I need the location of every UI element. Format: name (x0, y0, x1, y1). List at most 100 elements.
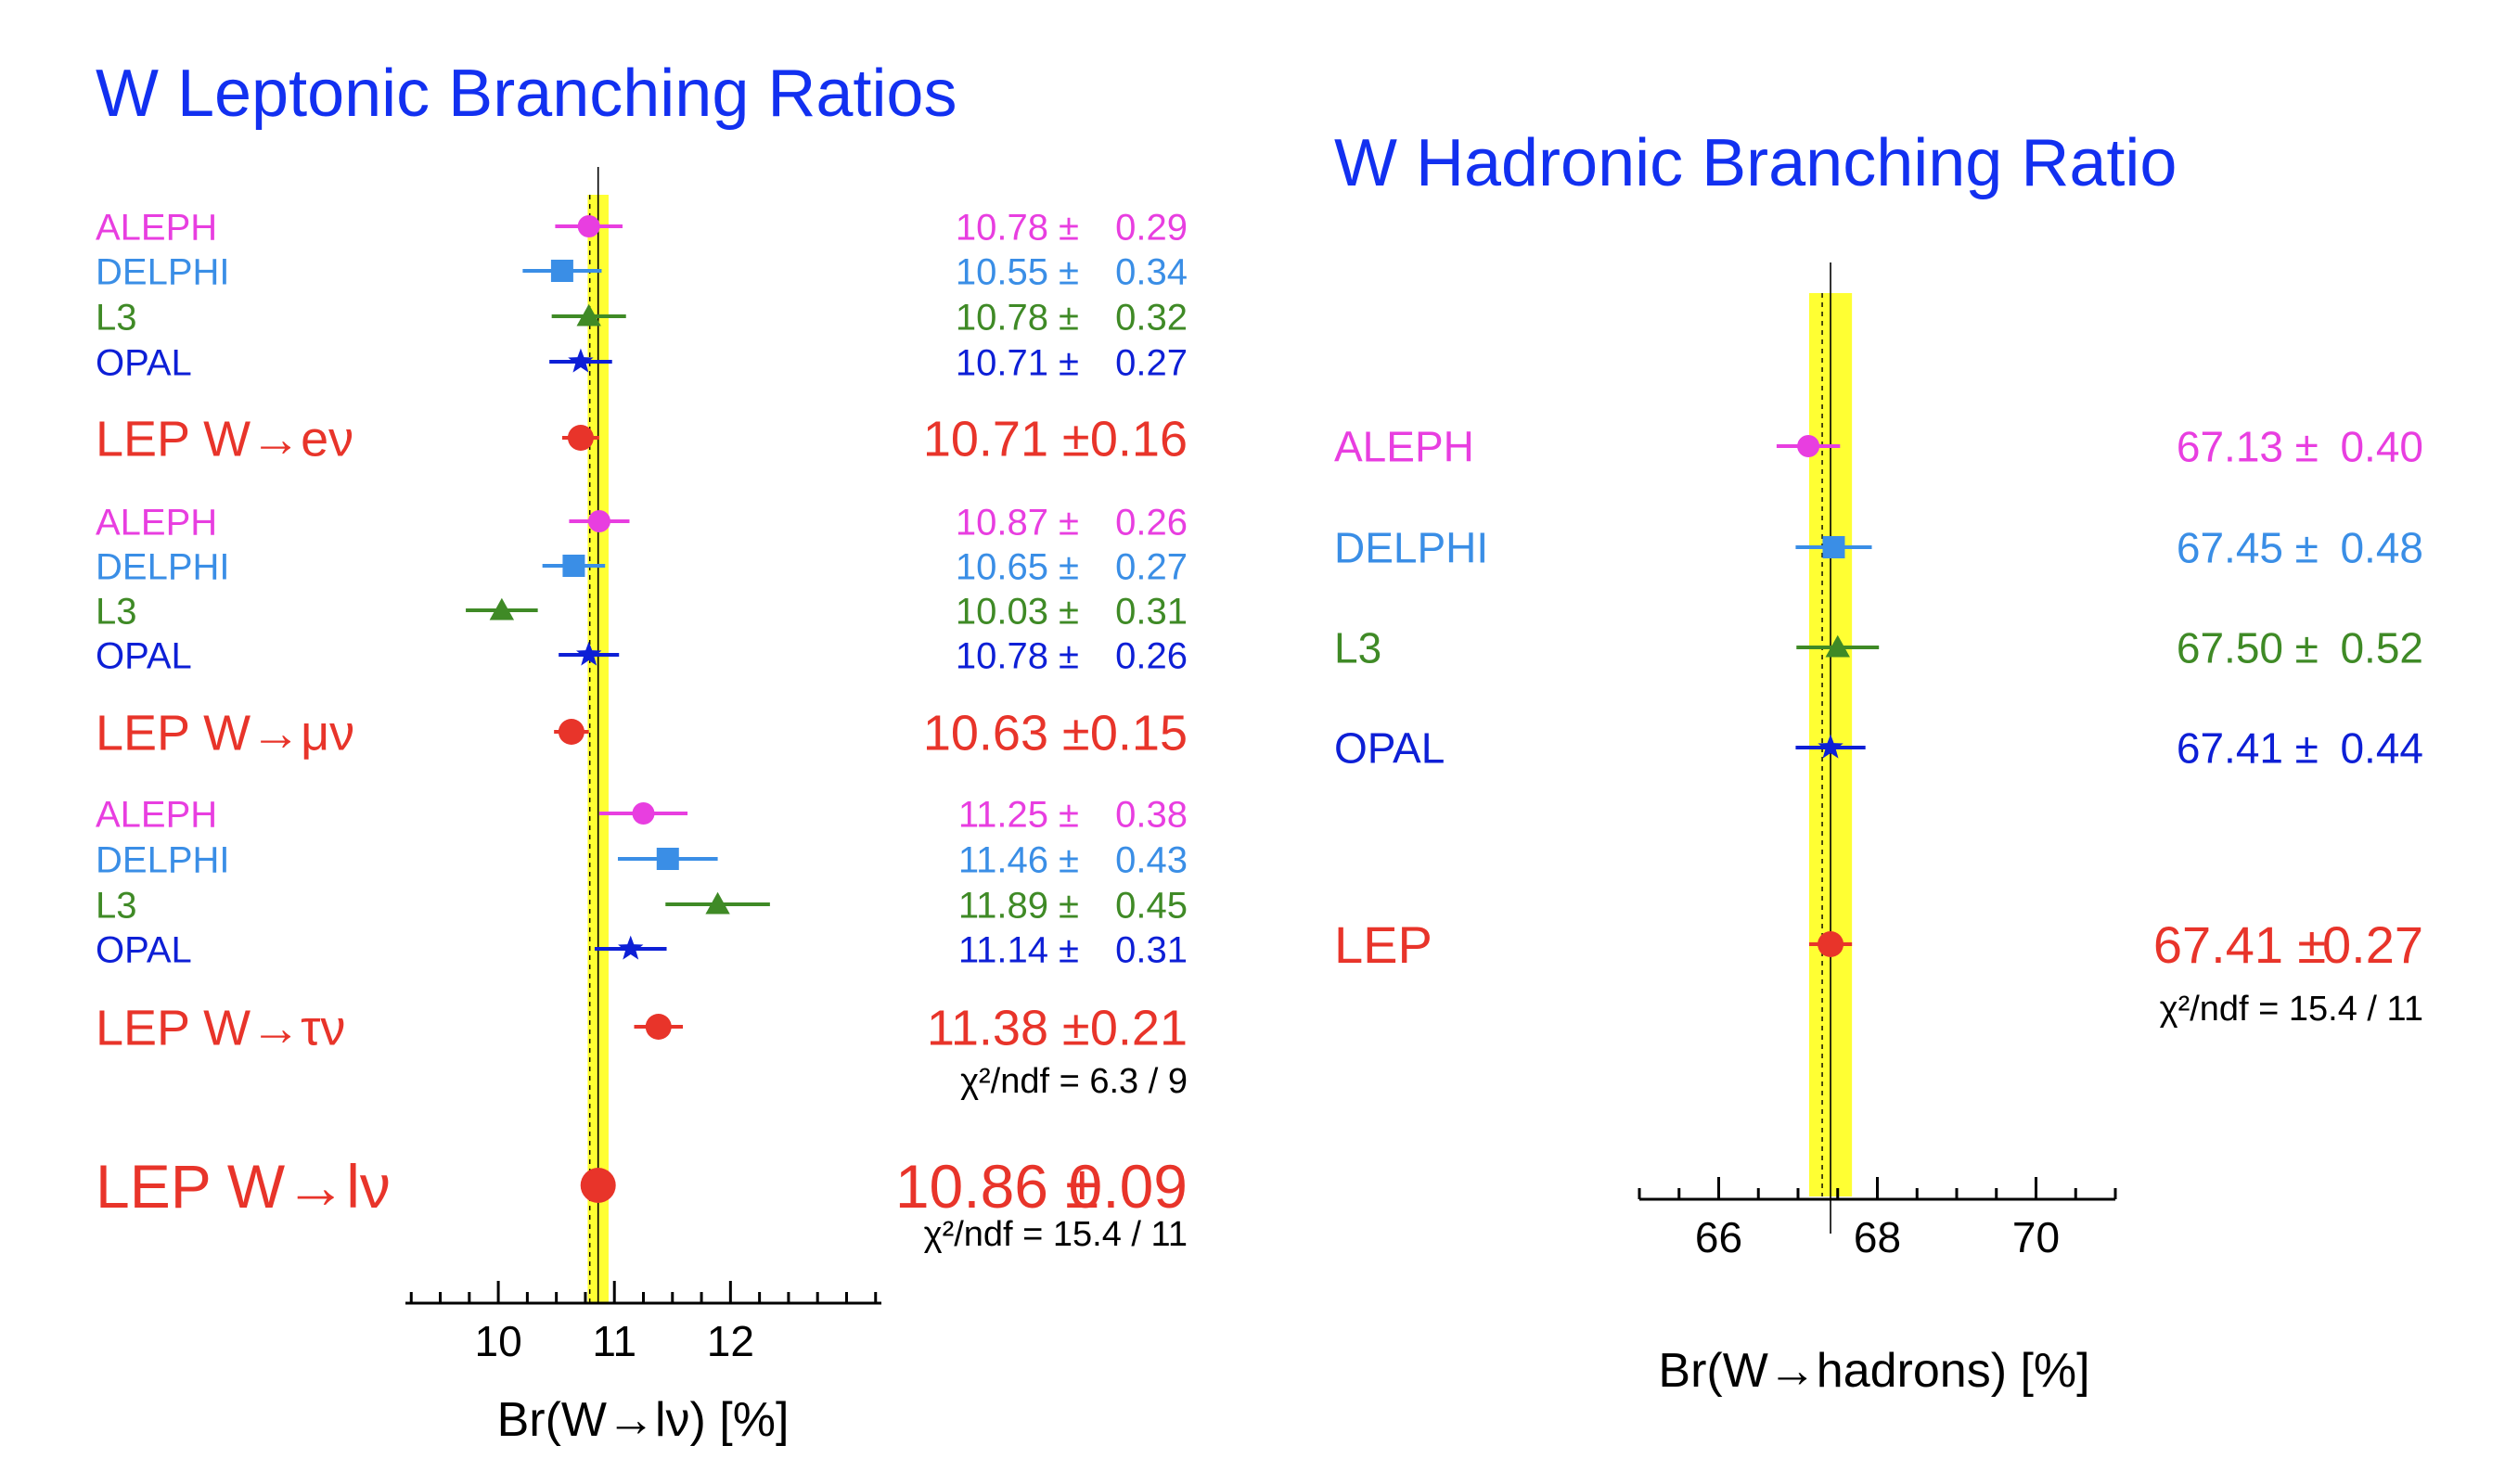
hadronic-row-value: 67.41 (2177, 724, 2283, 773)
hadronic-x-axis-label: Br(W→hadrons) [%] (1658, 1344, 2089, 1398)
leptonic-row-label: ALEPH (96, 794, 217, 835)
leptonic-chi2-annotation: χ²/ndf = 6.3 / 9 (960, 1062, 1188, 1101)
leptonic-plus-minus-sign: ± (1059, 885, 1079, 926)
hadronic-panel: W Hadronic Branching Ratio ALEPH 67.13 ±0.… (1334, 126, 2423, 1398)
leptonic-row-label: ALEPH (96, 207, 217, 248)
leptonic-panel: W Leptonic Branching Ratios ALEPH 10.78 ±0… (96, 57, 1188, 1447)
hadronic-plus-minus-sign: ± (2295, 524, 2319, 572)
leptonic-row-error: 0.32 (1115, 297, 1188, 338)
leptonic-marker (632, 802, 655, 825)
leptonic-row: OPAL 10.71 ±0.27 (96, 342, 1188, 383)
hadronic-tick-label: 70 (2012, 1213, 2060, 1261)
hadronic-row: LEP 67.41 ±0.27 (1334, 915, 2423, 974)
leptonic-row-error: 0.26 (1115, 502, 1188, 543)
leptonic-marker (656, 848, 679, 870)
leptonic-band-layer (587, 167, 609, 1303)
leptonic-row: LEP W→μν 10.63 ±0.15 (96, 705, 1188, 761)
hadronic-row: DELPHI 67.45 ±0.48 (1334, 524, 2423, 572)
leptonic-row-label: L3 (96, 297, 137, 338)
leptonic-row-value: 10.86 (895, 1152, 1048, 1221)
hadronic-plus-minus-sign: ± (2295, 724, 2319, 773)
leptonic-row-label: ALEPH (96, 502, 217, 543)
hadronic-marker (1797, 435, 1820, 457)
hadronic-row-label: L3 (1334, 624, 1381, 672)
leptonic-marker (618, 935, 644, 960)
leptonic-row-label: LEP W→τν (96, 1000, 345, 1055)
leptonic-row-label: DELPHI (96, 251, 230, 292)
hadronic-row-label: LEP (1334, 915, 1432, 974)
leptonic-row-error: 0.29 (1115, 207, 1188, 248)
hadronic-row-error: 0.27 (2322, 915, 2423, 974)
hadronic-row-label: DELPHI (1334, 524, 1488, 572)
hadronic-row-error: 0.52 (2340, 624, 2423, 672)
leptonic-row: L3 10.03 ±0.31 (96, 591, 1188, 632)
leptonic-chart-title: W Leptonic Branching Ratios (96, 57, 957, 131)
leptonic-marker (562, 555, 585, 577)
leptonic-marker (568, 348, 594, 373)
hadronic-row-error: 0.44 (2340, 724, 2423, 773)
leptonic-row-error: 0.15 (1090, 705, 1188, 761)
leptonic-marker (550, 260, 573, 282)
hadronic-row-error: 0.48 (2340, 524, 2423, 572)
hadronic-marker (1818, 734, 1843, 759)
leptonic-row-label: DELPHI (96, 839, 230, 880)
leptonic-row: DELPHI 10.55 ±0.34 (96, 251, 1188, 292)
leptonic-plus-minus-sign: ± (1059, 591, 1079, 632)
hadronic-row-label: OPAL (1334, 724, 1445, 773)
leptonic-row-label: OPAL (96, 929, 192, 970)
leptonic-row-error: 0.26 (1115, 635, 1188, 676)
leptonic-x-axis: 10 11 12 (405, 1281, 881, 1365)
hadronic-row: OPAL 67.41 ±0.44 (1334, 724, 2423, 773)
hadronic-row-label: ALEPH (1334, 423, 1474, 471)
hadronic-plus-minus-sign: ± (2295, 624, 2319, 672)
hadronic-marker (1825, 634, 1850, 658)
hadronic-marker (1818, 931, 1844, 957)
leptonic-row-error: 0.27 (1115, 342, 1188, 383)
leptonic-plus-minus-sign: ± (1059, 251, 1079, 292)
leptonic-row: DELPHI 11.46 ±0.43 (96, 839, 1188, 880)
leptonic-row-label: L3 (96, 885, 137, 926)
leptonic-marker (489, 597, 515, 620)
leptonic-plus-minus-sign: ± (1059, 794, 1079, 835)
hadronic-row-value: 67.41 (2153, 915, 2283, 974)
leptonic-row-label: LEP W→μν (96, 705, 354, 761)
leptonic-row-value: 10.55 (956, 251, 1048, 292)
leptonic-plus-minus-sign: ± (1059, 929, 1079, 970)
leptonic-row-label: DELPHI (96, 546, 230, 587)
hadronic-tick-label: 66 (1695, 1213, 1742, 1261)
leptonic-row-value: 10.71 (956, 342, 1048, 383)
leptonic-plus-minus-sign: ± (1065, 1152, 1098, 1221)
leptonic-plus-minus-sign: ± (1059, 297, 1079, 338)
hadronic-plus-minus-sign: ± (2295, 423, 2319, 471)
leptonic-row-value: 11.46 (958, 839, 1048, 880)
leptonic-row-error: 0.31 (1115, 591, 1188, 632)
leptonic-row-error: 0.45 (1115, 885, 1188, 926)
hadronic-row: ALEPH 67.13 ±0.40 (1334, 423, 2423, 471)
leptonic-row-value: 10.63 (923, 705, 1048, 761)
leptonic-tick-label: 10 (475, 1317, 522, 1365)
hadronic-chi2-annotation: χ²/ndf = 15.4 / 11 (2160, 990, 2423, 1029)
leptonic-row-error: 0.43 (1115, 839, 1188, 880)
hadronic-row-value: 67.45 (2177, 524, 2283, 572)
leptonic-marker (645, 1014, 672, 1040)
leptonic-row-value: 11.89 (958, 885, 1048, 926)
leptonic-tick-label: 12 (707, 1317, 754, 1365)
leptonic-row-value: 10.03 (956, 591, 1048, 632)
hadronic-x-axis: 66 68 70 (1638, 1177, 2117, 1261)
hadronic-row-error: 0.40 (2340, 423, 2423, 471)
leptonic-marker (576, 641, 602, 666)
leptonic-row-error: 0.34 (1115, 251, 1188, 292)
leptonic-row: ALEPH 10.78 ±0.29 (96, 207, 1188, 248)
leptonic-row-error: 0.38 (1115, 794, 1188, 835)
leptonic-row-error: 0.09 (1069, 1152, 1188, 1221)
leptonic-row-value: 11.25 (958, 794, 1048, 835)
leptonic-row-value: 10.65 (956, 546, 1048, 587)
leptonic-row-error: 0.31 (1115, 929, 1188, 970)
leptonic-row-label: OPAL (96, 342, 192, 383)
leptonic-row-error: 0.27 (1115, 546, 1188, 587)
leptonic-row-error: 0.16 (1090, 411, 1188, 467)
leptonic-plus-minus-sign: ± (1059, 502, 1079, 543)
leptonic-plus-minus-sign: ± (1062, 705, 1090, 761)
hadronic-row-value: 67.50 (2177, 624, 2283, 672)
